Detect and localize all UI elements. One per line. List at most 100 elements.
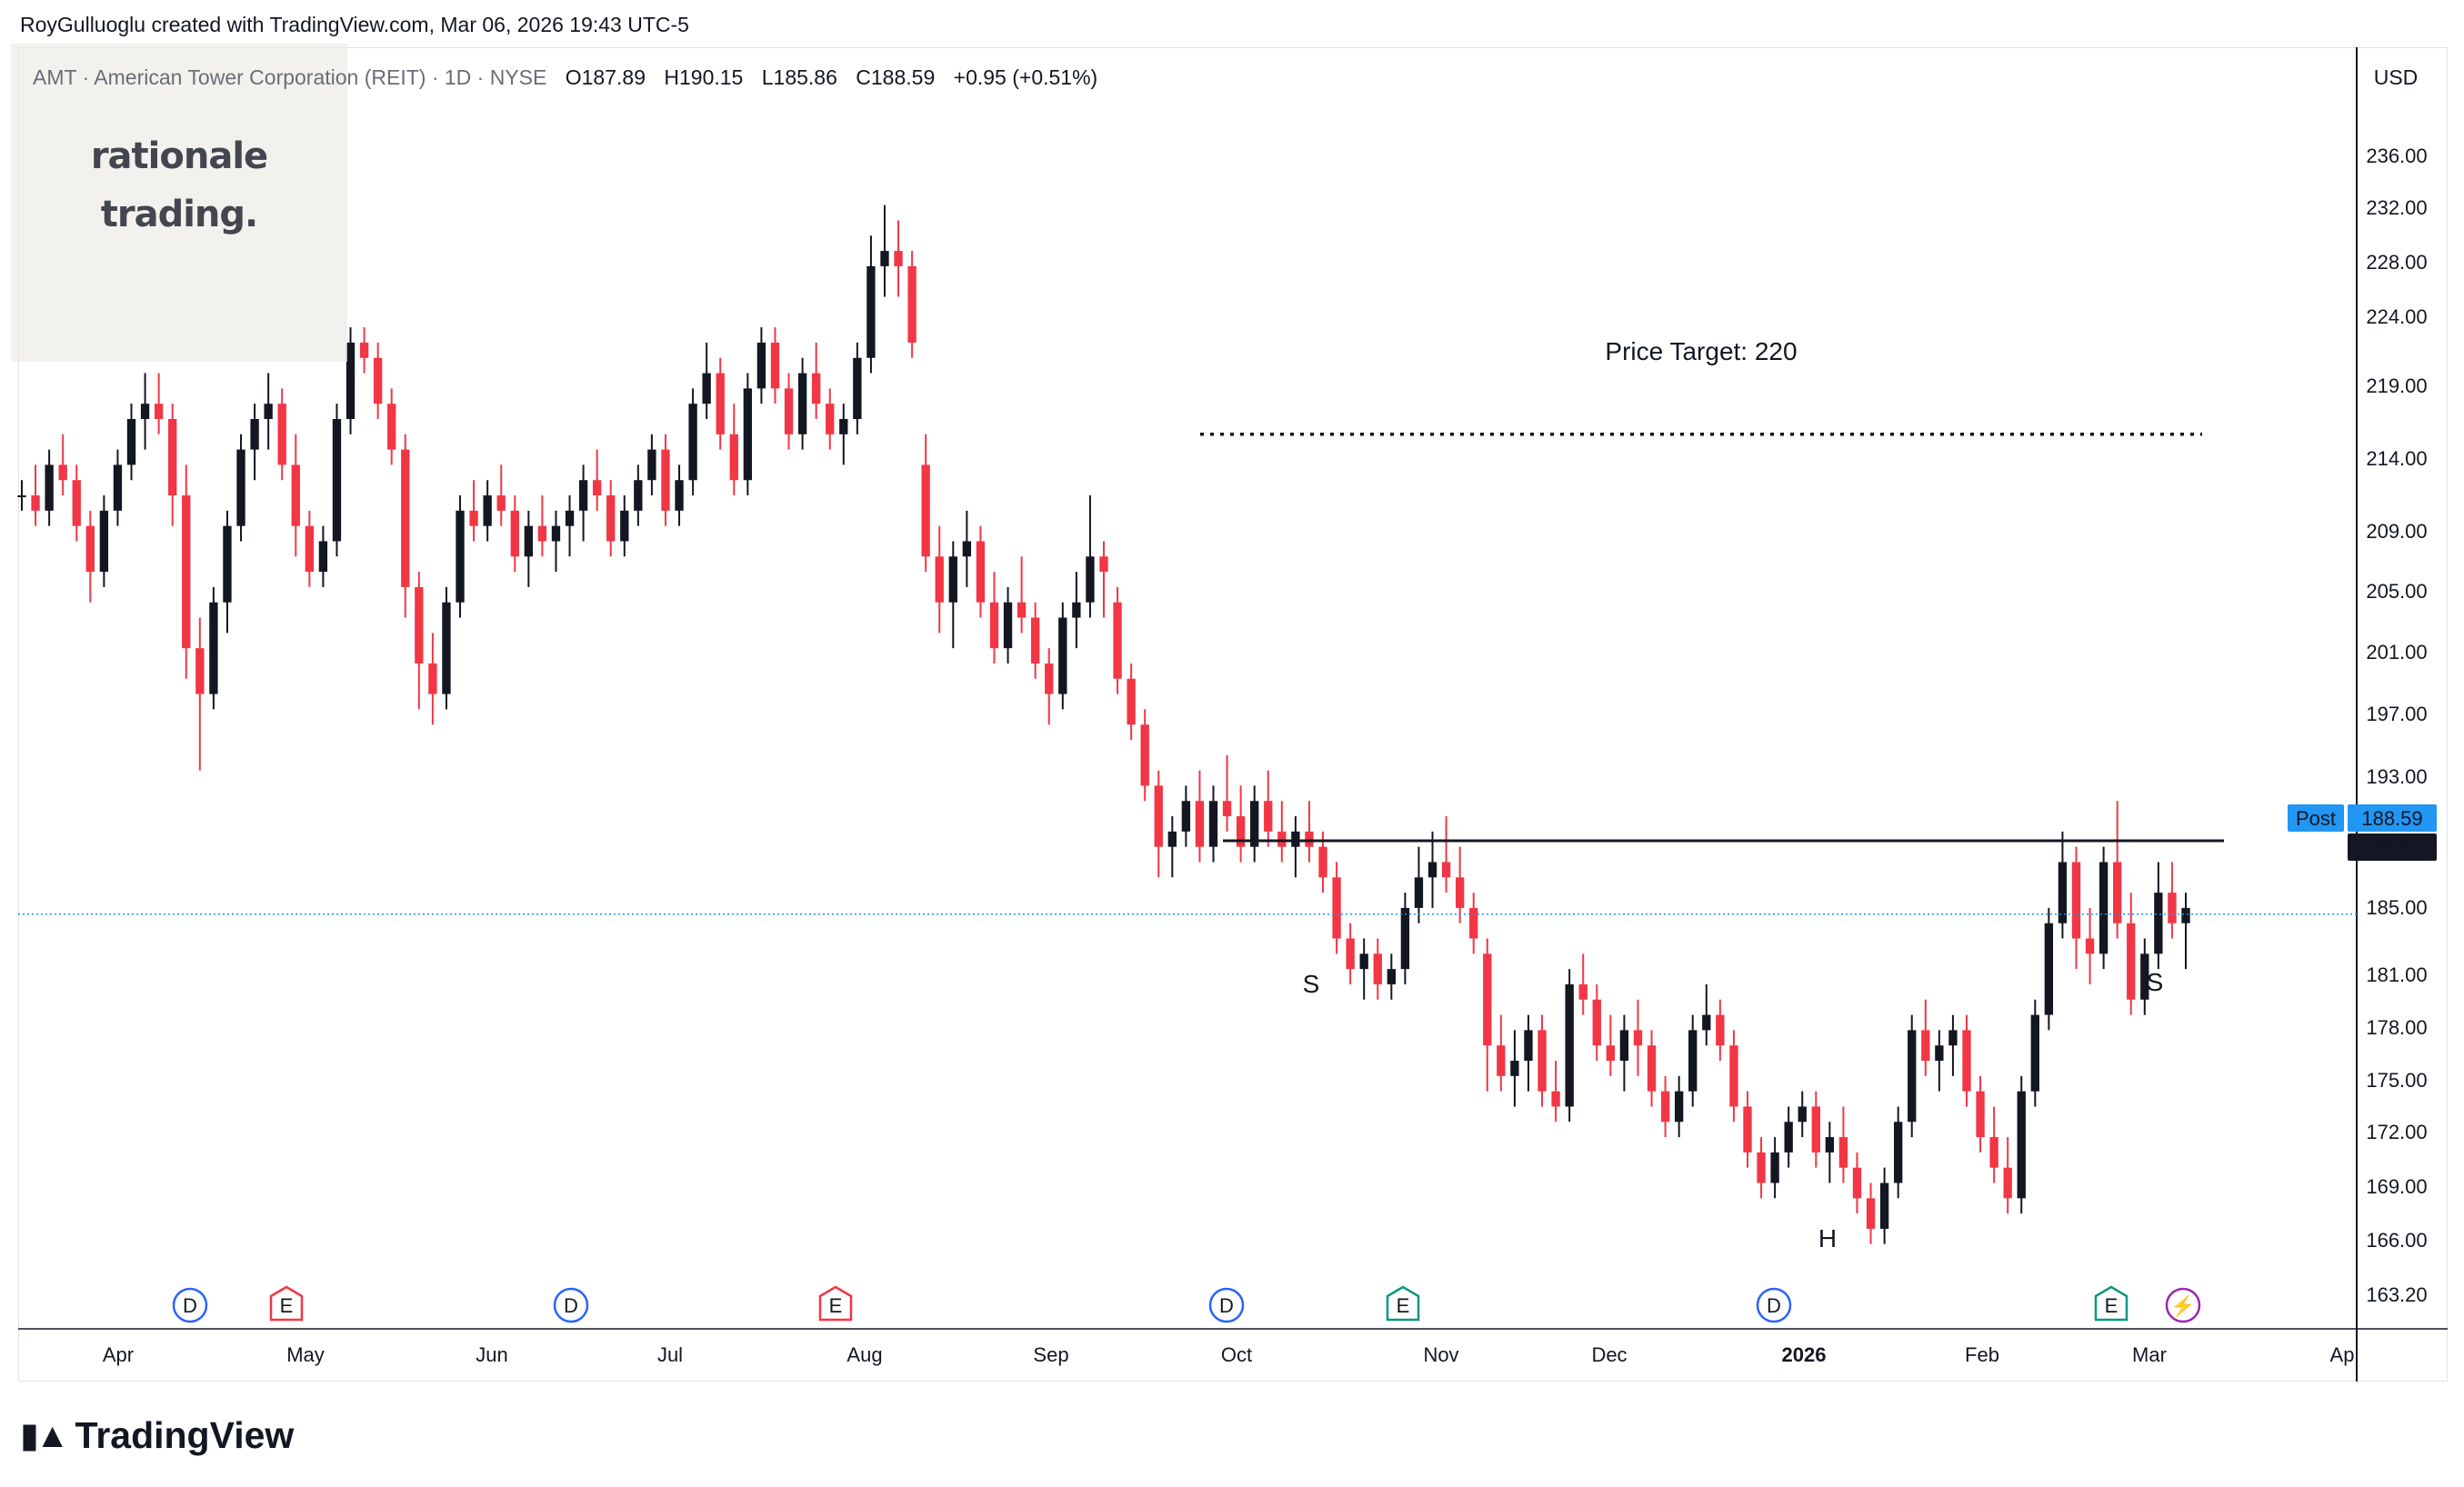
candle-body <box>675 480 684 511</box>
candle-body <box>1086 556 1095 603</box>
candle-body <box>935 556 944 603</box>
chart-credit: RoyGulluoglu created with TradingView.co… <box>20 13 689 36</box>
candle-body <box>1387 969 1396 984</box>
event-marker-label: D <box>1767 1294 1781 1317</box>
candle-body <box>1208 801 1218 847</box>
chart-frame <box>18 47 2448 1382</box>
candle-body <box>866 265 876 358</box>
watermark-box <box>11 44 347 362</box>
candle-body <box>1510 1061 1519 1076</box>
candle-body <box>976 541 986 603</box>
tradingview-logo-text: TradingView <box>75 1414 295 1456</box>
watermark-text: rationale trading. <box>11 127 347 244</box>
candle-body <box>2168 893 2177 923</box>
candle-body <box>962 541 972 557</box>
candle-body <box>716 373 725 434</box>
post-price-badge <box>2348 804 2437 832</box>
time-axis-label: Aug <box>846 1343 882 1366</box>
candle-body <box>853 357 862 419</box>
candle-body <box>1825 1137 1835 1153</box>
time-axis-label: Apr <box>103 1343 134 1366</box>
candle-body <box>1962 1030 1971 1092</box>
candle-body <box>606 495 616 542</box>
split-event-icon <box>2165 1287 2201 1323</box>
last-price-label: 188.59 <box>2361 836 2422 859</box>
candle-body <box>1455 877 1465 908</box>
price-axis-label: 197.00 <box>2366 703 2427 725</box>
candle-body <box>1606 1045 1616 1062</box>
candle-body <box>1688 1030 1698 1092</box>
candle-body <box>1565 983 1574 1107</box>
candle-body <box>2127 923 2136 1000</box>
candle-body <box>45 464 54 511</box>
candle-body <box>1647 1045 1657 1092</box>
candle-body <box>1127 678 1136 725</box>
tradingview-logo-icon: ▮▲ <box>20 1417 69 1455</box>
candle-body <box>1195 801 1205 847</box>
candle-body <box>565 510 575 526</box>
candle-body <box>989 602 999 649</box>
price-axis-label: 193.00 <box>2366 765 2427 788</box>
candle-body <box>620 510 629 542</box>
candle-body <box>1633 1030 1643 1046</box>
candle-body <box>1154 785 1163 847</box>
price-axis-label: 163.20 <box>2366 1283 2427 1306</box>
price-axis-label: 178.00 <box>2366 1016 2427 1039</box>
candle-body <box>2058 862 2068 923</box>
watermark-line-2: trading. <box>100 194 259 235</box>
candle-body <box>1524 1030 1533 1062</box>
candle-body <box>209 602 218 694</box>
candle-body <box>797 373 807 434</box>
candle-body <box>702 373 711 404</box>
candle-body <box>1592 999 1601 1046</box>
price-axis-label: 169.00 <box>2366 1175 2427 1198</box>
candle-body <box>17 495 26 498</box>
candle-body <box>250 418 259 450</box>
dividend-marker <box>172 1287 208 1323</box>
candle-body <box>1674 1091 1684 1123</box>
tradingview-logo[interactable]: ▮▲ TradingView <box>20 1414 294 1457</box>
price-axis-label: 175.00 <box>2366 1069 2427 1092</box>
candle-body <box>1318 846 1327 878</box>
earnings-marker <box>818 1285 853 1322</box>
candle-body <box>1414 877 1424 908</box>
candle-body <box>236 449 245 526</box>
symbol-legend[interactable]: AMT · American Tower Corporation (REIT) … <box>33 65 1097 90</box>
open-value: O187.89 <box>565 65 646 89</box>
candle-body <box>894 251 903 266</box>
candle-body <box>1305 831 1314 847</box>
candle-body <box>1948 1030 1958 1046</box>
candle-body <box>1976 1091 1985 1138</box>
event-marker-label: E <box>1397 1294 1410 1317</box>
candle-body <box>1291 831 1300 847</box>
candle-body <box>1346 938 1355 970</box>
price-axis-label: 205.00 <box>2366 580 2427 603</box>
earnings-marker <box>269 1285 304 1322</box>
candle-body <box>1908 1030 1917 1123</box>
candle-body <box>483 495 492 526</box>
candle-body <box>2030 1014 2039 1092</box>
time-axis-label: 2026 <box>1782 1343 1827 1366</box>
last-price-badge <box>2348 833 2437 861</box>
candle-body <box>1045 663 1054 694</box>
candle-body <box>812 373 821 404</box>
candle-body <box>126 418 136 465</box>
currency-button[interactable]: USD <box>2373 65 2419 89</box>
candle-body <box>537 525 547 542</box>
candle-body <box>387 404 396 450</box>
earnings-marker <box>1386 1285 1420 1322</box>
candle-body <box>1770 1152 1779 1183</box>
candle-body <box>743 388 753 481</box>
candle-body <box>195 648 205 694</box>
candle-body <box>456 510 465 603</box>
time-axis-label: May <box>286 1343 325 1366</box>
low-value: L185.86 <box>761 65 837 89</box>
candle-body <box>1058 617 1067 694</box>
candle-body <box>140 404 150 419</box>
candle-body <box>346 342 356 419</box>
candle-body <box>2113 862 2122 923</box>
candle-body <box>592 480 602 496</box>
candle-body <box>1811 1106 1820 1153</box>
candle-body <box>1866 1198 1876 1229</box>
